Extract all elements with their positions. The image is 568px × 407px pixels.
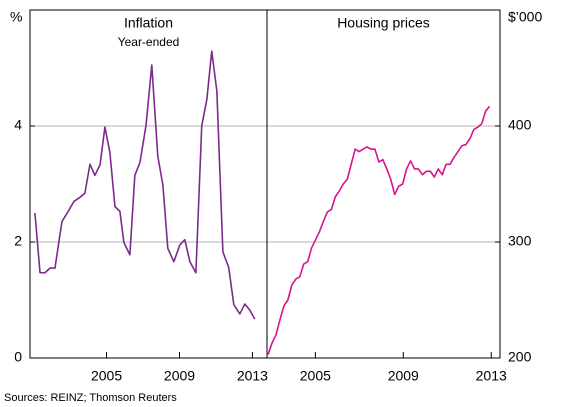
y-tick-label: 2 <box>14 233 22 249</box>
x-tick-label: 2005 <box>91 368 122 384</box>
panel-subtitle: Year-ended <box>118 35 180 49</box>
plot-frame <box>29 9 501 359</box>
panel-title: Housing prices <box>337 15 430 31</box>
y-tick-label: 400 <box>508 117 532 133</box>
source-note: Sources: REINZ; Thomson Reuters <box>4 392 177 404</box>
x-tick-label: 2013 <box>237 368 268 384</box>
y-unit: % <box>10 9 22 25</box>
y-tick-label: 4 <box>14 117 22 133</box>
series-line <box>267 105 491 355</box>
x-tick-label: 2005 <box>300 368 331 384</box>
y-tick-label: 300 <box>508 233 532 249</box>
panel-title: Inflation <box>124 15 173 31</box>
x-tick-label: 2013 <box>476 368 507 384</box>
x-tick-label: 2009 <box>164 368 195 384</box>
y-unit: $’000 <box>508 9 542 25</box>
series-line <box>34 50 256 320</box>
y-tick-label: 0 <box>14 349 22 365</box>
y-tick-label: 200 <box>508 349 532 365</box>
x-tick-label: 2009 <box>388 368 419 384</box>
